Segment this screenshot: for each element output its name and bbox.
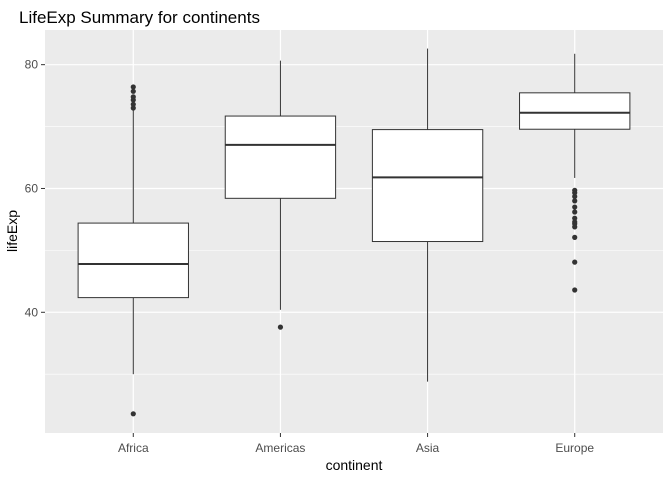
outlier-point bbox=[572, 219, 578, 225]
x-tick-label: Africa bbox=[118, 441, 149, 455]
outlier-point bbox=[572, 234, 578, 240]
outlier-point bbox=[130, 88, 136, 94]
outlier-point bbox=[572, 209, 578, 215]
x-axis-title: continent bbox=[326, 457, 383, 473]
iqr-box bbox=[77, 222, 189, 299]
iqr-box bbox=[224, 115, 337, 199]
chart-title: LifeExp Summary for continents bbox=[19, 8, 260, 27]
box-europe bbox=[519, 53, 631, 293]
outlier-point bbox=[130, 101, 136, 107]
outlier-point bbox=[130, 94, 136, 100]
outlier-point bbox=[130, 84, 136, 90]
outlier-point bbox=[572, 287, 578, 293]
outlier-point bbox=[572, 204, 578, 210]
outlier-point bbox=[572, 187, 578, 193]
y-tick-label: 40 bbox=[25, 305, 39, 319]
y-axis-title: lifeExp bbox=[4, 210, 20, 252]
outlier-point bbox=[277, 324, 284, 330]
outlier-point bbox=[572, 198, 578, 204]
box-africa bbox=[77, 84, 189, 417]
outlier-point bbox=[572, 193, 578, 200]
outlier-point bbox=[572, 215, 578, 221]
box-asia bbox=[371, 48, 484, 382]
iqr-box bbox=[371, 129, 484, 243]
y-tick-label: 80 bbox=[25, 58, 39, 72]
x-axis: Africa Americas Asia Europe bbox=[118, 433, 594, 455]
x-tick-label: Asia bbox=[416, 441, 440, 455]
iqr-box bbox=[519, 92, 631, 130]
y-axis: 40 60 80 bbox=[25, 58, 45, 319]
y-tick-label: 60 bbox=[25, 181, 39, 195]
outlier-point bbox=[130, 105, 136, 111]
boxes bbox=[77, 48, 631, 417]
x-tick-label: Europe bbox=[555, 441, 594, 455]
x-tick-label: Americas bbox=[255, 441, 305, 455]
box-americas bbox=[224, 60, 337, 330]
outlier-point bbox=[572, 259, 578, 265]
outlier-point bbox=[130, 411, 136, 417]
